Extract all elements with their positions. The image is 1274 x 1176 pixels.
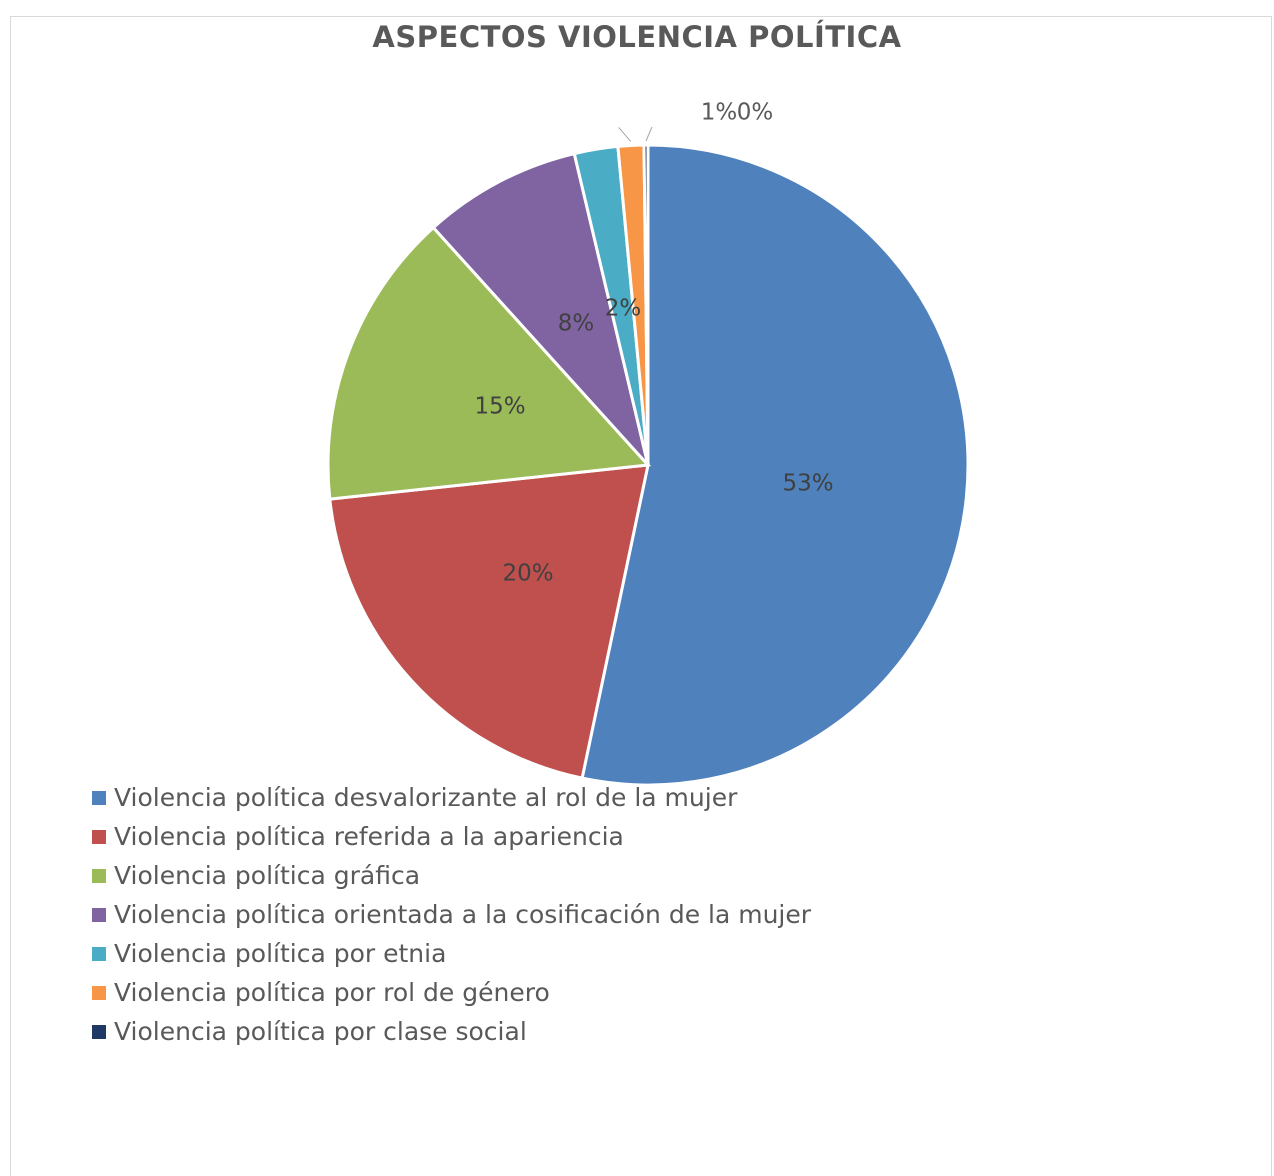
legend-item: Violencia política por etnia: [92, 934, 811, 973]
pie-slice: [431, 151, 650, 467]
legend-item: Violencia política por rol de género: [92, 973, 811, 1012]
legend-swatch: [92, 829, 106, 844]
legend-swatch: [92, 1024, 106, 1039]
data-label: 1%: [701, 100, 738, 126]
pie-slice: [328, 463, 650, 780]
data-label: 8%: [558, 311, 595, 337]
legend-label: Violencia política por clase social: [114, 1017, 527, 1046]
legend-swatch: [92, 946, 106, 961]
legend-label: Violencia política por etnia: [114, 939, 447, 968]
data-label: 2%: [605, 296, 642, 322]
legend-item: Violencia política desvalorizante al rol…: [92, 778, 811, 817]
legend-label: Violencia política por rol de género: [114, 978, 550, 1007]
legend-swatch: [92, 868, 106, 883]
legend-label: Violencia política desvalorizante al rol…: [114, 783, 738, 812]
legend-item: Violencia política referida a la aparien…: [92, 817, 811, 856]
data-label: 15%: [474, 394, 525, 420]
legend-label: Violencia política gráfica: [114, 861, 421, 890]
legend-item: Violencia política por clase social: [92, 1012, 811, 1051]
pie-slice: [326, 225, 652, 501]
legend-item: Violencia política gráfica: [92, 856, 811, 895]
data-label: 0%: [737, 100, 774, 126]
data-label: 20%: [502, 561, 553, 587]
legend-label: Violencia política orientada a la cosifi…: [114, 900, 812, 929]
legend-swatch: [92, 790, 106, 805]
data-label: 53%: [782, 471, 833, 497]
leader-line: [645, 126, 653, 142]
chart-title: ASPECTOS VIOLENCIA POLÍTICA: [372, 20, 902, 54]
legend-item: Violencia política orientada a la cosifi…: [92, 895, 811, 934]
leader-line: [618, 127, 632, 142]
legend-swatch: [92, 907, 106, 922]
legend-label: Violencia política referida a la aparien…: [114, 822, 624, 851]
pie-slice: [580, 143, 970, 787]
pie-slice: [642, 143, 650, 466]
legend-swatch: [92, 985, 106, 1000]
legend: Violencia política desvalorizante al rol…: [92, 778, 811, 1051]
